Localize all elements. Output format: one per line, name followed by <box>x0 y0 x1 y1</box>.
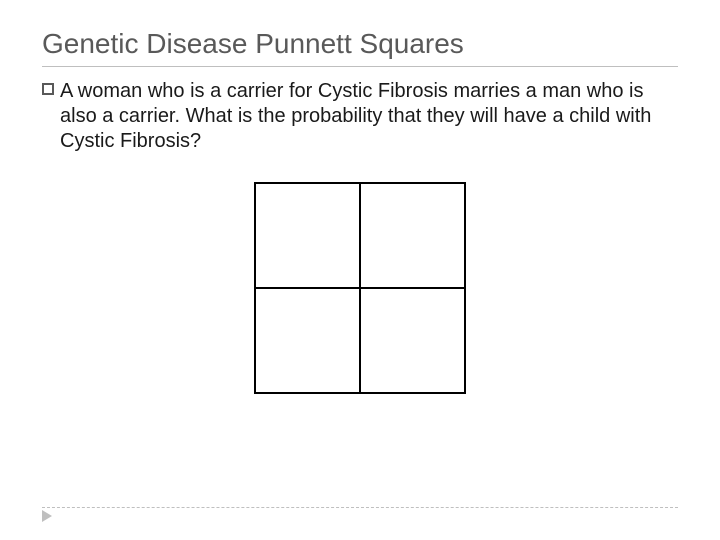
footer-arrow-icon <box>42 510 52 522</box>
punnett-cell <box>255 183 360 288</box>
footer-divider <box>42 507 678 508</box>
bullet-square-icon <box>42 83 54 95</box>
body-text: A woman who is a carrier for Cystic Fibr… <box>60 79 678 154</box>
table-row <box>255 288 465 393</box>
slide-container: Genetic Disease Punnett Squares A woman … <box>0 0 720 394</box>
table-row <box>255 183 465 288</box>
slide-title: Genetic Disease Punnett Squares <box>42 28 678 67</box>
punnett-square <box>254 182 466 394</box>
body-row: A woman who is a carrier for Cystic Fibr… <box>42 79 678 154</box>
punnett-cell <box>360 183 465 288</box>
punnett-cell <box>255 288 360 393</box>
punnett-cell <box>360 288 465 393</box>
punnett-container <box>42 182 678 394</box>
